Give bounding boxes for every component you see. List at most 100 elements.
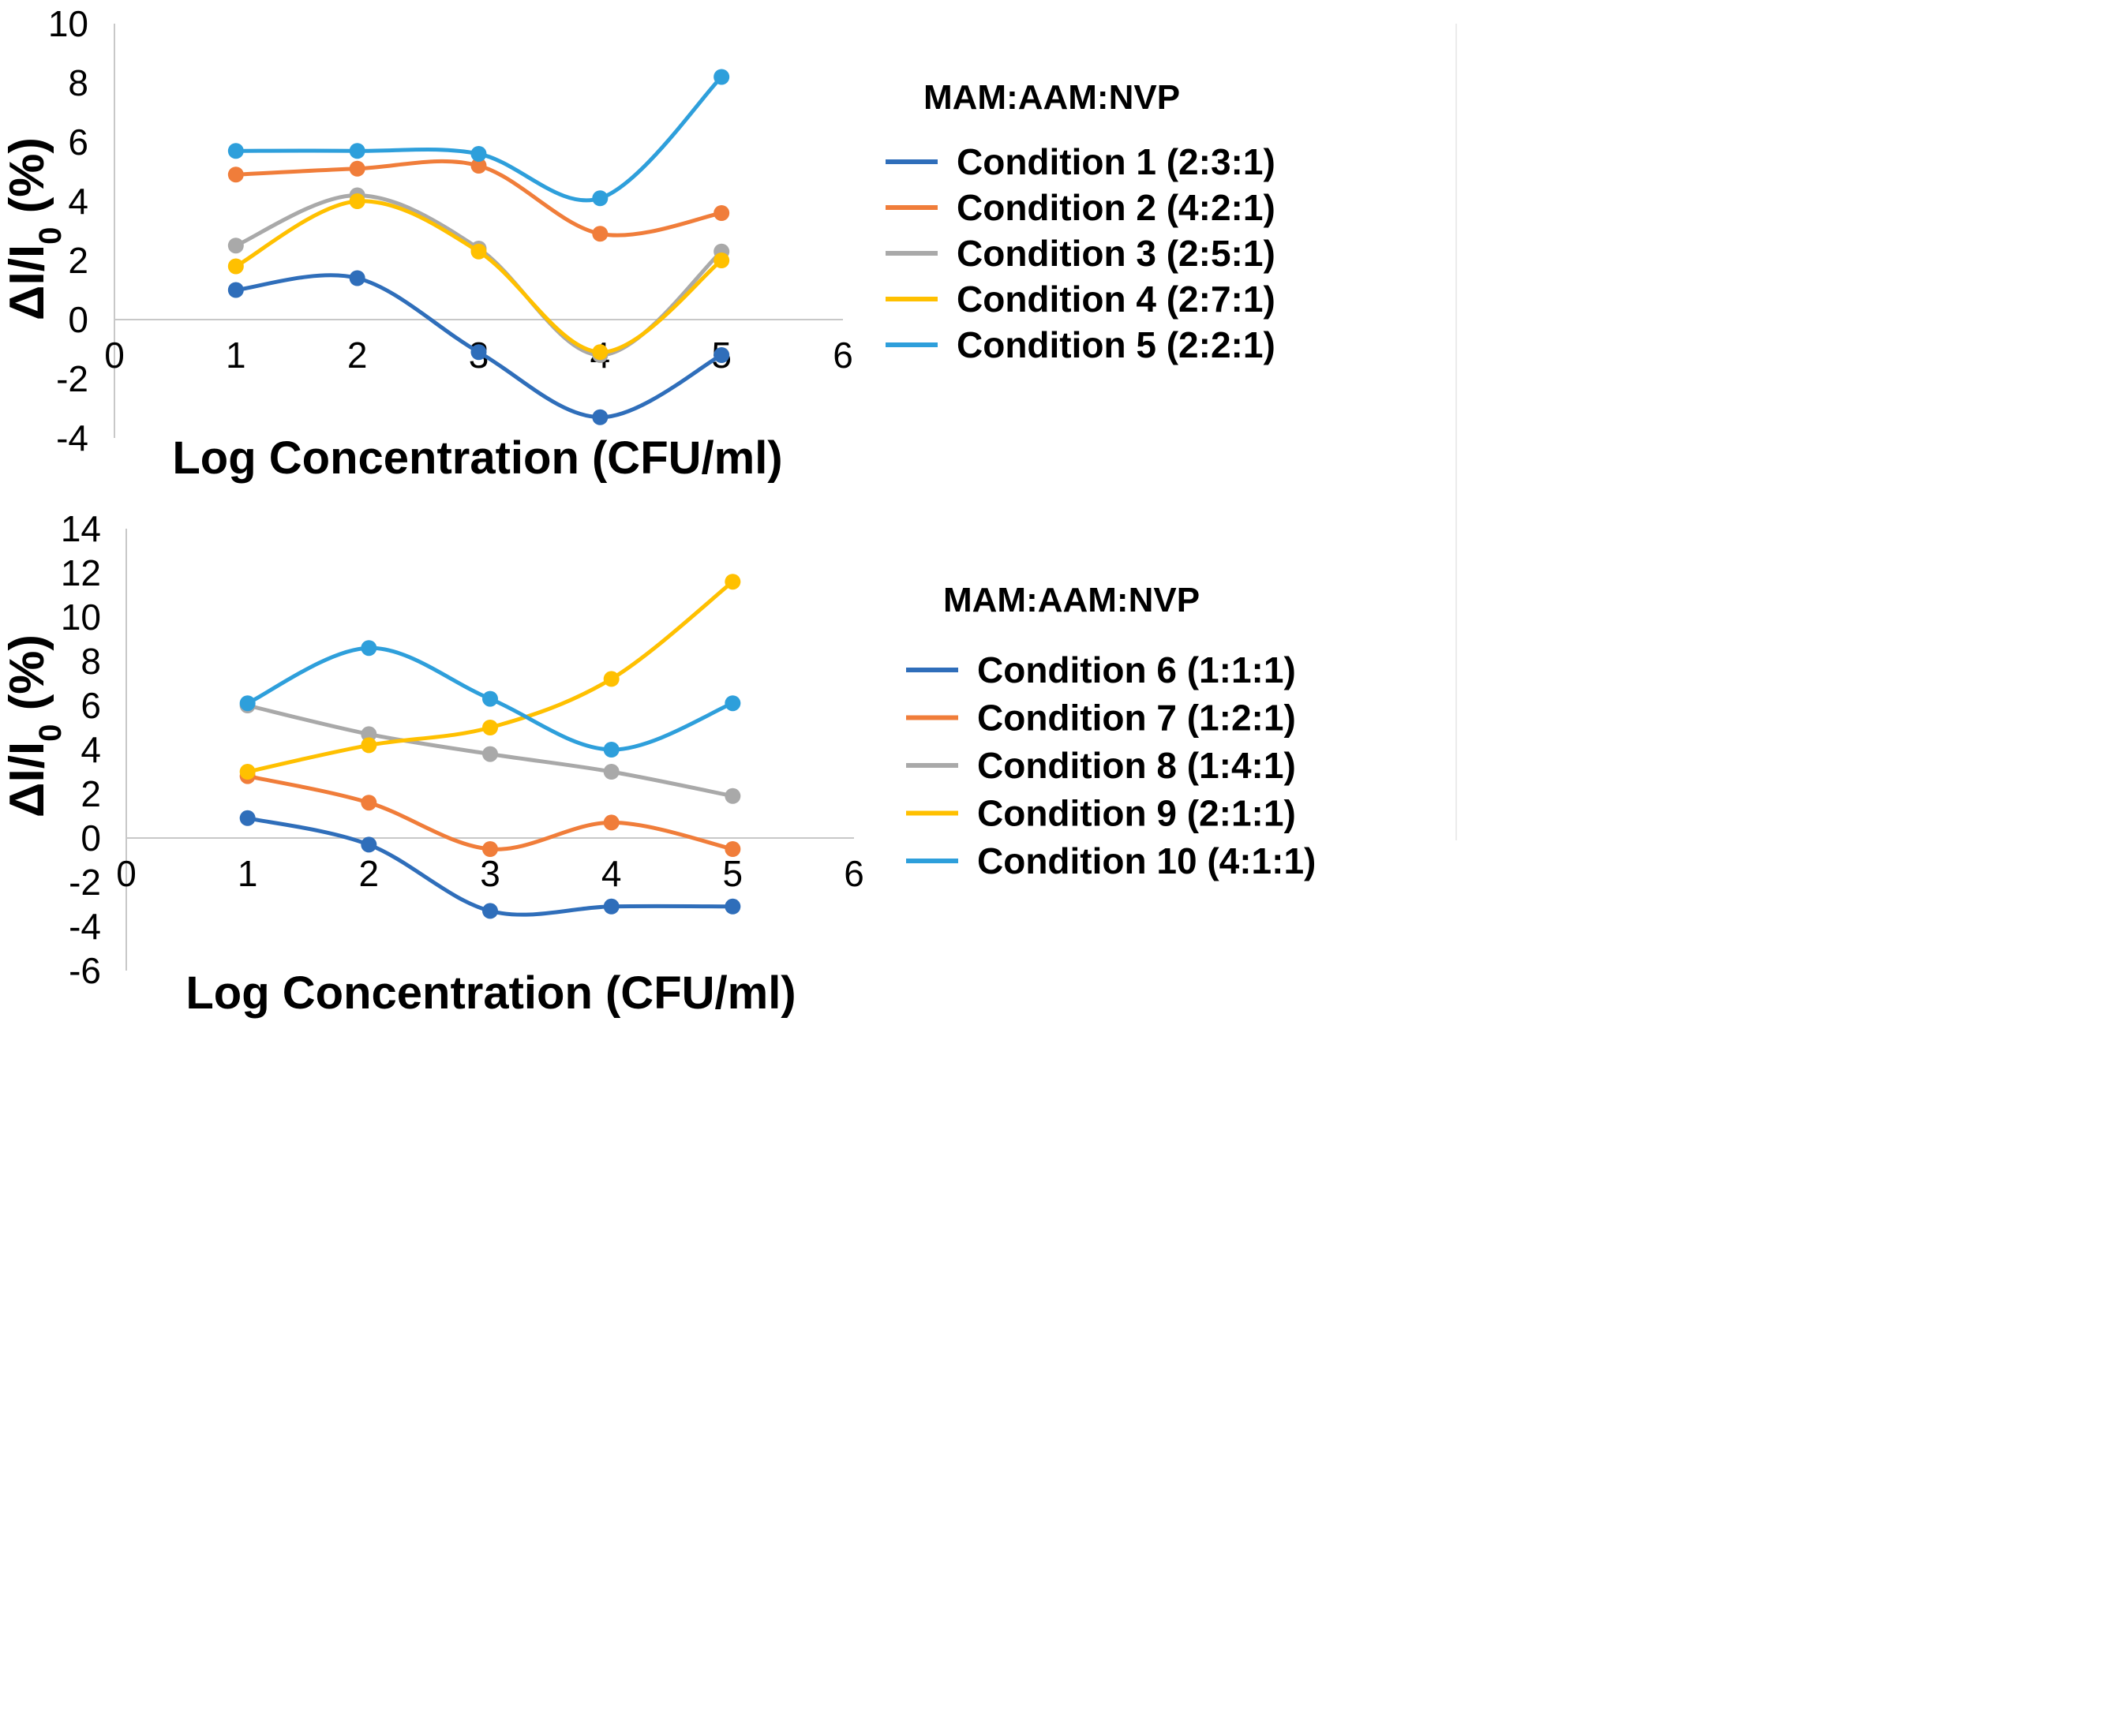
- data-point: [470, 158, 487, 174]
- data-point: [725, 788, 741, 804]
- data-point: [725, 841, 741, 857]
- data-point: [482, 746, 498, 762]
- data-point: [714, 69, 730, 85]
- y-axis-label-subscript: 0: [33, 724, 68, 742]
- data-point: [603, 814, 620, 831]
- data-point: [349, 143, 365, 159]
- data-point: [725, 695, 741, 712]
- data-point: [227, 282, 244, 298]
- x-tick-label: 1: [238, 853, 258, 894]
- data-point: [482, 690, 498, 707]
- y-axis-label: ΔI/I0 (%): [0, 137, 68, 320]
- x-tick-label: 2: [347, 335, 368, 376]
- y-tick-label: 4: [68, 181, 88, 222]
- x-tick-label: 5: [723, 853, 743, 894]
- data-point: [361, 795, 377, 811]
- x-axis-label: Log Concentration (CFU/ml): [185, 967, 796, 1019]
- y-tick-label: 2: [81, 773, 101, 814]
- y-axis-label: ΔI/I0 (%): [0, 634, 68, 817]
- y-tick-label: 4: [81, 729, 101, 770]
- data-point: [361, 640, 377, 657]
- legend-title: MAM:AAM:NVP: [943, 581, 1200, 619]
- data-point: [714, 347, 730, 363]
- data-point: [239, 810, 256, 826]
- legend-label: Condition 4 (2:7:1): [957, 279, 1275, 320]
- y-tick-label: 10: [61, 597, 101, 638]
- legend-label: Condition 1 (2:3:1): [957, 141, 1275, 182]
- data-point: [603, 742, 620, 758]
- y-tick-label: -2: [69, 862, 101, 903]
- data-point: [482, 903, 498, 919]
- y-tick-label: 6: [81, 685, 101, 726]
- data-point: [227, 143, 244, 159]
- y-axis-label-main: ΔI/I: [0, 742, 54, 817]
- y-axis-label-unit: (%): [0, 137, 54, 227]
- data-point: [592, 344, 609, 361]
- data-point: [714, 205, 730, 221]
- data-point: [349, 193, 365, 209]
- data-point: [227, 258, 244, 275]
- data-point: [227, 166, 244, 183]
- data-point: [361, 737, 377, 754]
- x-tick-label: 3: [480, 853, 500, 894]
- legend-label: Condition 7 (1:2:1): [977, 698, 1296, 739]
- data-point: [603, 671, 620, 687]
- legend-label: Condition 9 (2:1:1): [977, 793, 1296, 834]
- data-point: [239, 695, 256, 712]
- y-axis-label-main: ΔI/I: [0, 245, 54, 320]
- data-point: [349, 270, 365, 286]
- x-axis-label: Log Concentration (CFU/ml): [172, 432, 782, 484]
- x-tick-label: 2: [359, 853, 380, 894]
- data-point: [349, 160, 365, 177]
- y-tick-label: 0: [81, 817, 101, 859]
- data-point: [227, 238, 244, 254]
- y-tick-label: 8: [68, 62, 88, 103]
- data-point: [470, 243, 487, 260]
- y-tick-label: -4: [56, 417, 88, 458]
- y-axis-label-subscript: 0: [33, 227, 68, 245]
- legend-label: Condition 5 (2:2:1): [957, 324, 1275, 365]
- legend-label: Condition 3 (2:5:1): [957, 233, 1275, 274]
- y-tick-label: 2: [68, 240, 88, 281]
- data-point: [482, 841, 498, 857]
- data-point: [603, 898, 620, 915]
- data-point: [725, 898, 741, 915]
- data-point: [470, 146, 487, 162]
- data-point: [239, 764, 256, 780]
- chart-top: -4-202468100123456Log Concentration (CFU…: [0, 3, 1275, 484]
- x-tick-label: 4: [601, 853, 622, 894]
- legend-label: Condition 10 (4:1:1): [977, 840, 1316, 881]
- y-tick-label: 6: [68, 122, 88, 163]
- data-point: [592, 190, 609, 207]
- legend-title: MAM:AAM:NVP: [923, 78, 1180, 117]
- data-point: [725, 574, 741, 590]
- x-tick-label: 0: [116, 853, 137, 894]
- y-tick-label: -4: [69, 906, 101, 947]
- legend-label: Condition 8 (1:4:1): [977, 745, 1296, 786]
- y-tick-label: 8: [81, 641, 101, 682]
- x-tick-label: 6: [844, 853, 864, 894]
- y-tick-label: -6: [69, 950, 101, 991]
- y-tick-label: -2: [56, 358, 88, 399]
- data-point: [361, 726, 377, 743]
- data-point: [361, 836, 377, 853]
- y-axis-label-unit: (%): [0, 634, 54, 724]
- data-point: [592, 409, 609, 425]
- y-tick-label: 0: [68, 299, 88, 340]
- x-tick-label: 1: [226, 335, 246, 376]
- data-point: [470, 344, 487, 361]
- x-tick-label: 0: [104, 335, 125, 376]
- legend-label: Condition 6 (1:1:1): [977, 649, 1296, 690]
- y-tick-label: 10: [48, 3, 88, 44]
- data-point: [603, 764, 620, 780]
- data-point: [592, 226, 609, 242]
- data-point: [482, 720, 498, 735]
- legend-label: Condition 2 (4:2:1): [957, 187, 1275, 228]
- data-point: [714, 253, 730, 268]
- y-tick-label: 12: [61, 552, 101, 593]
- series-line-5: [234, 75, 724, 203]
- y-tick-label: 14: [61, 508, 101, 549]
